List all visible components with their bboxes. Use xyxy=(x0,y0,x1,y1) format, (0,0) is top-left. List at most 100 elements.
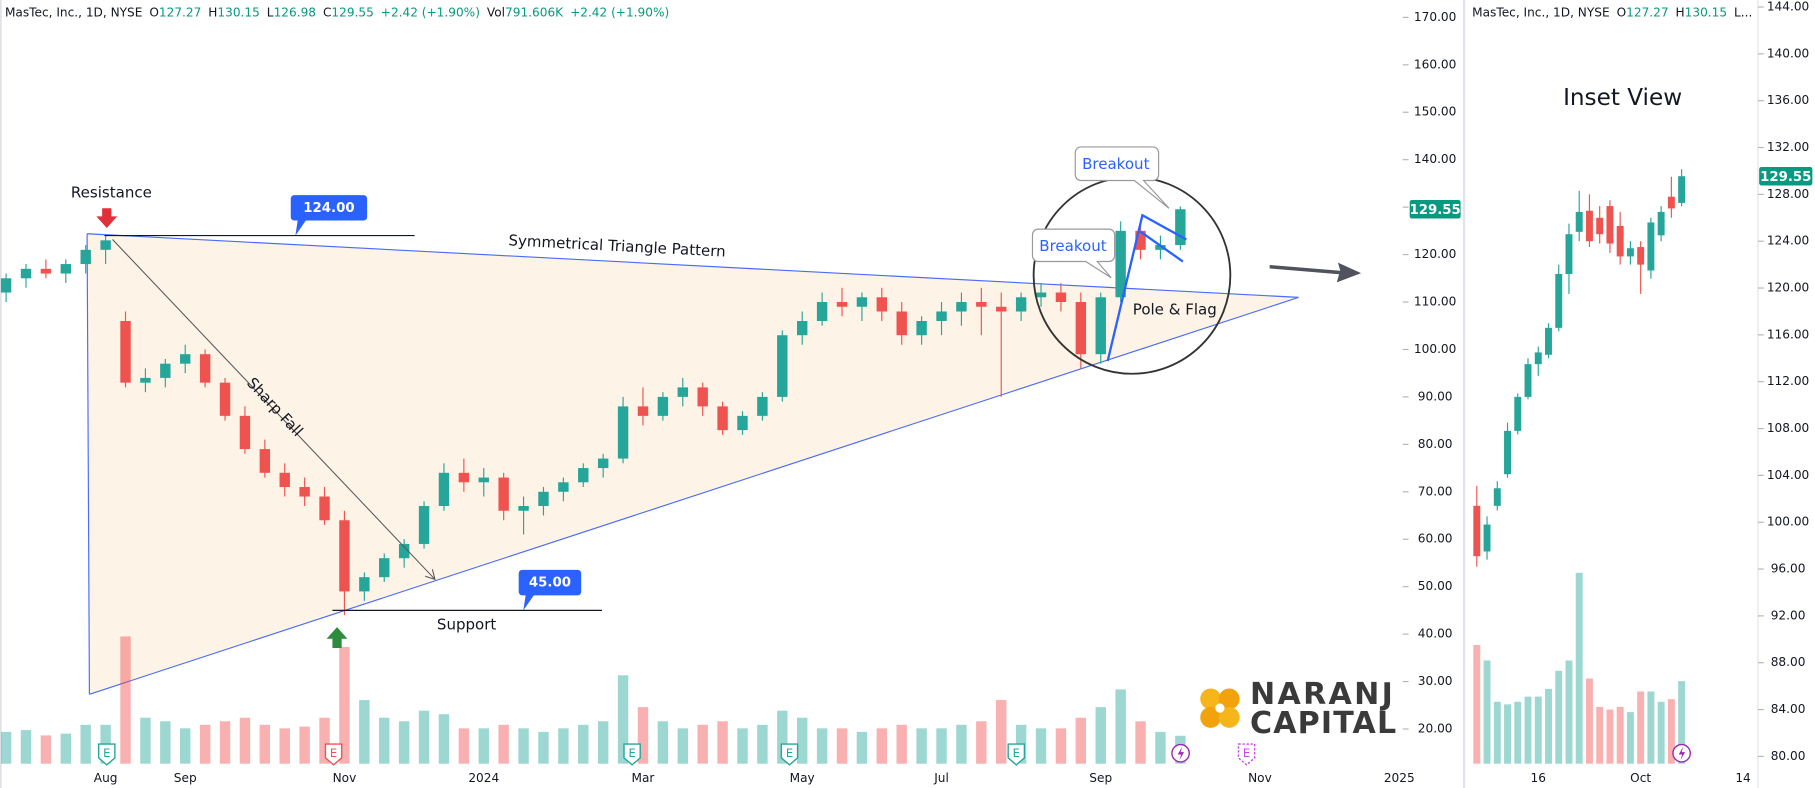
candle-body xyxy=(558,482,569,492)
header-symbol: MasTec, Inc., 1D, NYSE xyxy=(5,5,142,19)
event-label: E xyxy=(786,746,793,760)
callout-box xyxy=(1074,146,1170,209)
candle-body xyxy=(478,477,489,483)
x-tick-label: Aug xyxy=(94,771,118,785)
candle-body xyxy=(1545,327,1552,355)
candle-body xyxy=(896,311,907,336)
y-tick-label: 136.00 xyxy=(1767,93,1809,107)
x-tick-label: Nov xyxy=(1248,771,1272,785)
candle-body xyxy=(1055,292,1067,303)
triangle-lower xyxy=(89,296,1299,695)
y-tick-label: 70.00 xyxy=(1418,484,1453,498)
volume-bar xyxy=(259,724,271,764)
event-label: E xyxy=(1013,746,1020,760)
volume-bar xyxy=(1075,717,1087,764)
candle-body xyxy=(40,268,52,274)
candle-body xyxy=(538,491,549,507)
volume-bar xyxy=(1035,728,1047,764)
volume-bar xyxy=(1524,696,1532,764)
volume-bar xyxy=(379,717,390,764)
volume-bar xyxy=(478,728,489,764)
candle-body xyxy=(836,302,848,307)
y-tick-label: 80.00 xyxy=(1418,437,1453,451)
resistance-arrow xyxy=(96,208,118,228)
candle-body xyxy=(1514,396,1522,431)
inset-plot xyxy=(1473,169,1686,764)
event-badge xyxy=(623,743,641,766)
logo-petal xyxy=(1218,688,1240,710)
volume-bar xyxy=(1493,701,1501,764)
y-tick-label: 120.00 xyxy=(1414,247,1456,261)
volume-bar xyxy=(418,710,430,764)
event-label: E xyxy=(330,746,337,760)
main-plot xyxy=(0,206,1186,764)
candle-body xyxy=(458,472,470,483)
overlay: 20.00 30.00 40.00 50.00 60.00 70.00 80.00 90.00… xyxy=(5,0,1813,785)
event-badge xyxy=(324,743,343,766)
y-tick-label: 124.00 xyxy=(1767,234,1809,248)
x-tick-label: 14 xyxy=(1735,771,1751,785)
resistance-label: 124.00 xyxy=(303,201,354,216)
volume-bar xyxy=(60,733,72,764)
candle-body xyxy=(1626,248,1634,257)
callout: Breakout xyxy=(1074,146,1170,209)
breakout-label: Breakout xyxy=(1082,155,1150,173)
volume-bar xyxy=(279,728,290,764)
candle-body xyxy=(1565,234,1573,274)
candle-body xyxy=(1493,488,1501,506)
inset-arrow xyxy=(1269,262,1362,283)
header-key: C xyxy=(323,5,331,19)
breakout-label: Breakout xyxy=(1039,237,1107,255)
x-tick-label: 2025 xyxy=(1384,771,1415,785)
volume-bar xyxy=(956,724,967,764)
volume-bar xyxy=(1606,709,1614,764)
y-tick-label: 40.00 xyxy=(1418,627,1453,641)
header-key: Vol xyxy=(487,5,505,19)
candle-body xyxy=(498,477,509,511)
candle-body xyxy=(1596,217,1604,235)
candle-body xyxy=(1095,297,1106,355)
last-price-label: 129.55 xyxy=(1409,203,1460,218)
pole-flag-label: Pole & Flag xyxy=(1133,301,1217,319)
volume-bar xyxy=(617,675,629,764)
y-tick-label: 50.00 xyxy=(1418,579,1453,593)
volume-bar xyxy=(1473,645,1481,764)
header: MasTec, Inc., 1D, NYSE O127.27 H130.15 L... xyxy=(1472,5,1752,19)
volume-bar xyxy=(1626,712,1634,764)
candle-body xyxy=(777,335,788,397)
candle-body xyxy=(518,506,529,511)
y-tick-label: 140.00 xyxy=(1414,152,1456,166)
x-tick-label: May xyxy=(790,771,815,785)
volume-bar xyxy=(1155,731,1166,764)
y-tick-label: 110.00 xyxy=(1414,295,1456,309)
candle-body xyxy=(20,268,32,279)
candle-body xyxy=(0,278,12,293)
volume-bar xyxy=(20,730,32,764)
candle-body xyxy=(956,302,967,312)
candle-body xyxy=(737,415,748,431)
candle-body xyxy=(1115,230,1126,298)
volume-bar xyxy=(180,728,191,764)
header: MasTec, Inc., 1D, NYSE O127.27 H130.15 L126… xyxy=(5,5,669,19)
volume-bar xyxy=(498,724,509,764)
candle-body xyxy=(1075,302,1087,355)
candle-body xyxy=(796,320,808,336)
volume-bar xyxy=(80,724,91,764)
volume-bar xyxy=(438,714,450,764)
y-tick-label: 128.00 xyxy=(1767,187,1809,201)
candle-body xyxy=(140,377,151,383)
candle-body xyxy=(936,311,947,321)
volume-bar xyxy=(936,728,947,764)
triangle-left xyxy=(86,233,90,695)
x-tick-label: Sep xyxy=(174,771,197,785)
candle-body xyxy=(1678,176,1686,203)
y-tick-label: 108.00 xyxy=(1767,421,1809,435)
candle-body xyxy=(697,387,708,407)
candle-body xyxy=(379,558,390,578)
volume-bar xyxy=(1585,678,1593,764)
candle-body xyxy=(100,240,111,250)
volume-bar xyxy=(1637,691,1645,764)
candle-body xyxy=(1555,273,1563,328)
volume-bar xyxy=(1055,728,1067,764)
